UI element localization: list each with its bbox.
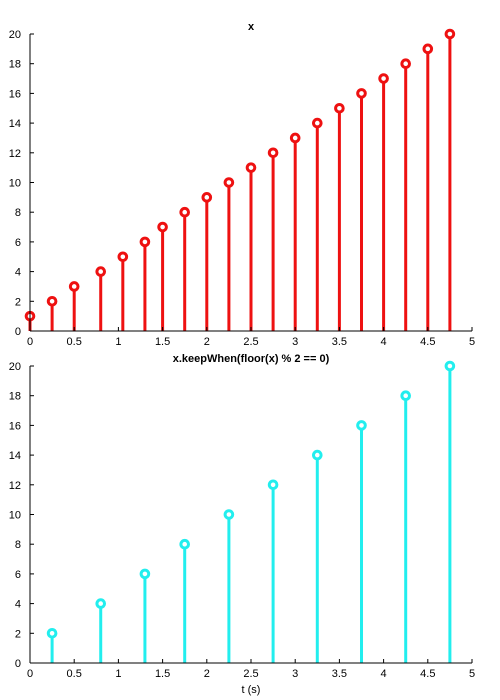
stem-marker (139, 568, 151, 580)
stem-marker (68, 281, 80, 292)
y-tick-label: 0 (15, 658, 21, 670)
x-tick-label: 0 (27, 336, 33, 348)
x-tick-label: 3.5 (332, 668, 347, 680)
y-tick-label: 4 (15, 267, 21, 279)
stem-marker (312, 449, 323, 461)
x-tick-label: 3.5 (332, 336, 347, 348)
stem-marker (95, 598, 107, 609)
stem-marker (179, 206, 190, 218)
stem-marker (267, 479, 279, 491)
stem-marker (245, 162, 257, 173)
x-tick-label: 4.5 (420, 668, 435, 680)
x-tick-label: 1 (115, 668, 121, 680)
y-tick-label: 18 (9, 391, 21, 403)
y-tick-label: 18 (9, 59, 21, 71)
chart-title: x (248, 21, 255, 33)
y-tick-label: 12 (9, 148, 21, 160)
stem-marker (444, 28, 456, 40)
x-tick-label: 0.5 (67, 668, 82, 680)
stem-marker (400, 58, 412, 70)
stem-marker (422, 43, 434, 55)
x-tick-label: 2 (204, 668, 210, 680)
y-tick-label: 16 (9, 88, 21, 100)
y-tick-label: 10 (9, 510, 21, 522)
y-tick-label: 6 (15, 569, 21, 581)
axes: 0 0.5 1 1.5 2 2.5 3 3.5 4 4.5 5 0 2 4 6 8 10 12 14 16 18 20 (9, 29, 475, 348)
stem-marker (444, 360, 456, 372)
x-tick-label: 1.5 (155, 336, 170, 348)
y-tick-label: 16 (9, 420, 21, 432)
x-tick-label: 2 (204, 336, 210, 348)
y-tick-label: 0 (15, 326, 21, 338)
stem-marker (267, 147, 279, 159)
x-tick-label: 2.5 (243, 668, 258, 680)
x-axis-label: t (s) (242, 684, 261, 696)
x-tick-label: 0.5 (67, 336, 82, 348)
x-tick-label: 4 (381, 668, 387, 680)
x-tick-label: 4 (381, 336, 387, 348)
stem-marker (157, 221, 168, 233)
x-tick-label: 0 (27, 668, 33, 680)
stem-marker (356, 420, 367, 431)
stem-marker (400, 390, 412, 402)
stem-marker (179, 538, 190, 550)
stem-marker (46, 628, 58, 639)
stem-marker (95, 266, 107, 277)
stem-marker (378, 73, 389, 84)
stem-marker (334, 102, 345, 114)
stem-marker (289, 132, 301, 144)
stem-marker (201, 192, 213, 203)
top-chart: x 0 0.5 1 1.5 2 2.5 3 3.5 4 4.5 5 0 2 4 6 8 10 12 14 16 18 20 (9, 21, 475, 348)
y-tick-label: 12 (9, 480, 21, 492)
y-tick-label: 20 (9, 29, 21, 41)
stem-marker (46, 296, 58, 307)
x-tick-label: 5 (469, 336, 475, 348)
y-tick-label: 20 (9, 361, 21, 373)
chart-title: x.keepWhen(floor(x) % 2 == 0) (173, 353, 330, 365)
y-tick-label: 4 (15, 599, 21, 611)
y-tick-label: 8 (15, 207, 21, 219)
x-tick-label: 4.5 (420, 336, 435, 348)
y-tick-label: 2 (15, 628, 21, 640)
stem-series (46, 360, 456, 663)
x-tick-label: 1.5 (155, 668, 170, 680)
stem-marker (223, 177, 235, 188)
stem-marker (117, 251, 129, 263)
stem-marker (223, 509, 235, 520)
y-tick-label: 14 (9, 450, 21, 462)
stem-marker (356, 88, 367, 99)
x-tick-label: 3 (292, 336, 298, 348)
x-tick-label: 3 (292, 668, 298, 680)
x-tick-label: 1 (115, 336, 121, 348)
stem-series (24, 28, 456, 331)
stem-marker (312, 117, 323, 129)
axes: 0 0.5 1 1.5 2 2.5 3 3.5 4 4.5 5 0 2 4 6 8 10 12 14 16 18 20 (9, 361, 475, 680)
y-tick-label: 2 (15, 296, 21, 308)
x-tick-label: 5 (469, 668, 475, 680)
x-tick-label: 2.5 (243, 336, 258, 348)
bottom-chart: x.keepWhen(floor(x) % 2 == 0) t (s) 0 0.5… (9, 353, 475, 696)
y-tick-label: 10 (9, 178, 21, 190)
y-tick-label: 8 (15, 539, 21, 551)
y-tick-label: 14 (9, 118, 21, 130)
stem-marker (139, 236, 151, 248)
y-tick-label: 6 (15, 237, 21, 249)
